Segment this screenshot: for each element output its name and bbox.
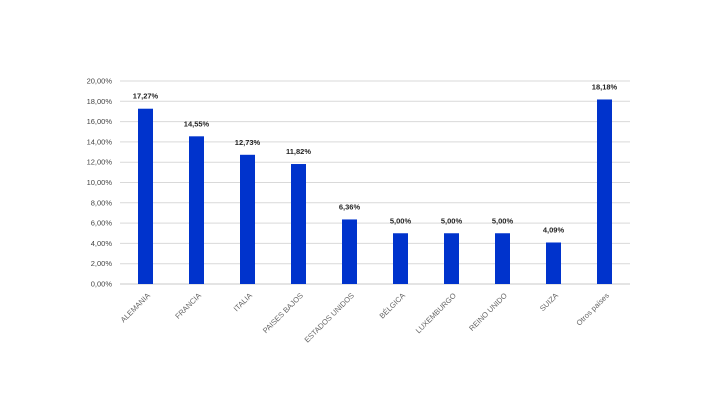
y-tick-label: 20,00% [87, 77, 113, 86]
bar [291, 164, 306, 284]
x-category-label: PAISES BAJOS [261, 291, 305, 335]
gridlines [120, 80, 630, 285]
bar [597, 99, 612, 285]
data-label: 14,55% [184, 119, 210, 128]
x-category-label: Otros países [574, 291, 611, 328]
x-category-label: REINO UNIDO [467, 291, 509, 333]
x-category-label: SUIZA [538, 291, 560, 313]
data-label: 4,09% [543, 225, 565, 234]
data-label: 5,00% [492, 216, 514, 225]
bars [138, 99, 612, 285]
bar [138, 108, 153, 284]
x-category-label: ESTADOS UNIDOS [302, 291, 355, 344]
y-tick-label: 0,00% [91, 280, 113, 289]
bar [393, 233, 408, 284]
x-category-label: LUXEMBURGO [414, 291, 458, 335]
data-label: 11,82% [286, 147, 311, 156]
data-labels: 17,27% 14,55% 12,73% 11,82% 6,36% 5,00% 5,00% 5… [133, 82, 618, 234]
data-label: 5,00% [441, 216, 463, 225]
data-label: 18,18% [592, 82, 618, 91]
data-label: 17,27% [133, 92, 159, 101]
y-tick-label: 8,00% [91, 198, 113, 207]
bar [240, 154, 255, 284]
y-tick-label: 4,00% [91, 239, 113, 248]
y-tick-label: 16,00% [87, 117, 113, 126]
x-category-label: ALEMANIA [119, 291, 152, 324]
bar [546, 242, 561, 284]
x-category-label: ITALIA [232, 291, 254, 313]
bar [495, 233, 510, 284]
bar [342, 219, 357, 284]
data-label: 6,36% [339, 202, 361, 211]
y-tick-label: 2,00% [91, 259, 113, 268]
x-axis-category-labels: ALEMANIA FRANCIA ITALIA PAISES BAJOSESTADOS… [119, 291, 611, 345]
y-tick-label: 14,00% [87, 137, 113, 146]
bar [189, 136, 204, 284]
y-tick-label: 18,00% [87, 97, 113, 106]
y-tick-label: 12,00% [87, 158, 113, 167]
data-label: 5,00% [390, 216, 412, 225]
x-category-label: BÉLGICA [378, 291, 407, 320]
bar [444, 233, 459, 284]
y-tick-label: 10,00% [87, 178, 113, 187]
y-axis-tick-labels: 0,00% 2,00% 4,00% 6,00% 8,00% 10,00% 12,00% 14,… [87, 77, 113, 289]
y-tick-label: 6,00% [91, 219, 113, 228]
x-category-label: FRANCIA [173, 291, 203, 321]
data-label: 12,73% [235, 138, 261, 147]
